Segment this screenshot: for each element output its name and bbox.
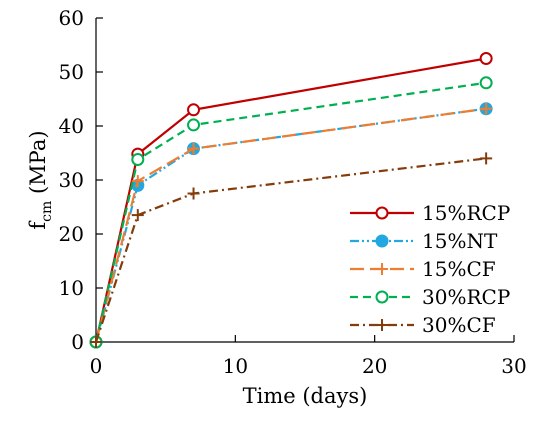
y-tick-label: 50 bbox=[59, 60, 84, 84]
legend-item: 15%CF bbox=[350, 257, 496, 281]
axes: 0 10 20 30 40 50 60 0 10 20 30 bbox=[59, 6, 527, 378]
data-point bbox=[187, 103, 201, 117]
data-point bbox=[187, 142, 200, 155]
y-tick-label: 30 bbox=[59, 168, 84, 192]
legend-marker bbox=[376, 319, 388, 331]
series-layer bbox=[89, 52, 493, 349]
legend-label: 15%CF bbox=[422, 257, 496, 281]
legend-item: 15%NT bbox=[350, 229, 498, 253]
data-point bbox=[131, 175, 144, 188]
data-point bbox=[187, 187, 200, 200]
y-tick-label: 20 bbox=[59, 222, 84, 246]
legend-label: 15%NT bbox=[422, 229, 498, 253]
y-tick-label: 60 bbox=[59, 6, 84, 30]
legend-label: 30%CF bbox=[422, 313, 496, 337]
series-line bbox=[94, 107, 487, 343]
y-axis-title-sub: cm bbox=[39, 201, 55, 222]
y-tick-label: 10 bbox=[59, 276, 84, 300]
data-point bbox=[131, 209, 144, 222]
legend-marker bbox=[376, 263, 388, 275]
data-point bbox=[480, 102, 493, 115]
data-point bbox=[480, 152, 493, 165]
data-point bbox=[90, 336, 102, 348]
x-tick-label: 30 bbox=[501, 354, 526, 378]
series-15%NT bbox=[89, 102, 493, 349]
x-tick-label: 0 bbox=[90, 354, 103, 378]
legend-item: 15%RCP bbox=[350, 201, 510, 225]
y-tick-label: 40 bbox=[59, 114, 84, 138]
y-axis-title-unit: (MPa) bbox=[26, 130, 50, 200]
x-axis-title: Time (days) bbox=[243, 384, 368, 408]
data-point bbox=[187, 118, 201, 132]
y-axis-title-main: f bbox=[26, 220, 50, 230]
series-line bbox=[94, 81, 487, 343]
legend-item: 30%RCP bbox=[350, 285, 510, 309]
legend-marker bbox=[375, 206, 389, 220]
legend-label: 30%RCP bbox=[422, 285, 510, 309]
series-30%CF bbox=[90, 152, 493, 348]
x-tick-label: 20 bbox=[362, 354, 387, 378]
series-30%RCP bbox=[89, 76, 493, 349]
data-point bbox=[479, 76, 493, 90]
data-point bbox=[131, 152, 145, 166]
series-line bbox=[94, 107, 487, 343]
y-tick-label: 0 bbox=[71, 330, 84, 354]
series-15%CF bbox=[90, 102, 493, 348]
legend-marker bbox=[375, 290, 389, 304]
y-axis-title: fcm (MPa) bbox=[26, 130, 55, 229]
legend: 15%RCP 15%NT 15%CF 30%RCP 30%CF bbox=[350, 201, 510, 337]
legend-marker bbox=[375, 234, 389, 248]
legend-label: 15%RCP bbox=[422, 201, 510, 225]
data-point bbox=[479, 52, 493, 65]
x-tick-label: 10 bbox=[223, 354, 248, 378]
legend-item: 30%CF bbox=[350, 313, 496, 337]
